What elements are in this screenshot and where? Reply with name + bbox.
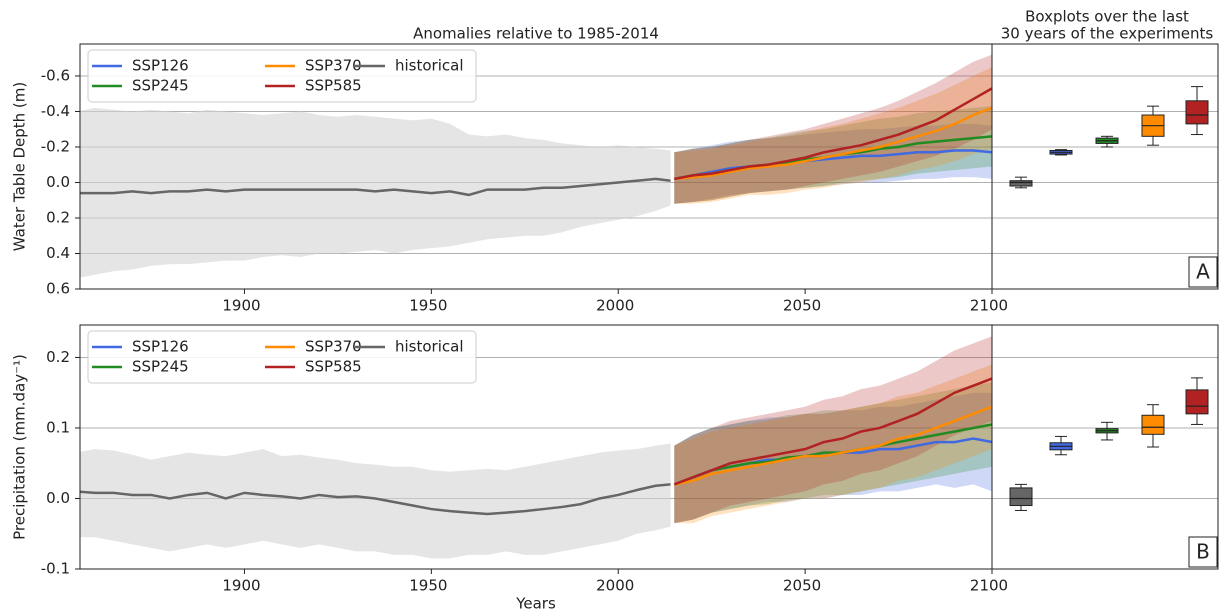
x-tick-label: 2100 <box>970 577 1008 595</box>
y-axis-label: Precipitation (mm.day⁻¹) <box>11 354 29 540</box>
legend-frame <box>87 49 477 103</box>
line <box>674 106 992 181</box>
line <box>674 87 992 181</box>
y-tick-label: 0.0 <box>46 173 70 191</box>
y-tick-label: -0.6 <box>41 66 70 84</box>
chart-title: Anomalies relative to 1985-2014 <box>413 25 659 43</box>
box <box>1185 389 1209 415</box>
x-tick-label: 2000 <box>596 297 634 315</box>
legend: SSP126 SSP245 SSP370 SSP585 historical <box>87 330 477 384</box>
annotation-frame <box>1188 256 1218 288</box>
line <box>80 177 671 197</box>
legend-label: SSP585 <box>305 77 362 95</box>
x-tick-label: 1950 <box>409 577 447 595</box>
box <box>1009 180 1033 187</box>
range-band <box>674 67 992 204</box>
x-tick-label: 1900 <box>222 297 260 315</box>
axes-frame <box>991 324 1219 570</box>
legend: SSP126 SSP245 SSP370 SSP585 historical <box>87 49 477 103</box>
y-tick-label: 0.0 <box>46 489 70 507</box>
x-tick-label: 1900 <box>222 577 260 595</box>
x-tick-label: 2050 <box>783 577 821 595</box>
annotation-frame <box>1188 536 1218 568</box>
panel-annotation: B <box>1196 540 1210 564</box>
legend-label: SSP370 <box>305 338 362 356</box>
y-tick-label: -0.4 <box>41 102 70 120</box>
y-tick-label: -0.2 <box>41 137 70 155</box>
plot-area <box>80 336 992 559</box>
range-band <box>80 107 671 278</box>
y-tick-label: 0.6 <box>46 280 70 298</box>
y-tick-label: 0.1 <box>46 418 70 436</box>
x-axis-label: Years <box>515 595 556 613</box>
x-tick-label: 2100 <box>970 297 1008 315</box>
legend-frame <box>87 330 477 384</box>
box-title: Boxplots over the last <box>1025 8 1189 26</box>
range-band <box>674 392 992 524</box>
line <box>80 483 671 516</box>
legend-label: SSP126 <box>132 338 189 356</box>
y-tick-label: -0.1 <box>41 560 70 578</box>
box <box>1141 414 1165 435</box>
legend-label: historical <box>395 338 464 356</box>
x-tick-label: 2050 <box>783 297 821 315</box>
legend-label: SSP585 <box>305 358 362 376</box>
line <box>673 377 992 486</box>
legend-label: SSP370 <box>305 57 362 75</box>
legend-label: SSP245 <box>132 77 189 95</box>
x-tick-label: 1950 <box>409 297 447 315</box>
plot-area <box>80 54 992 278</box>
range-band <box>80 443 671 559</box>
line <box>673 423 992 486</box>
box-title: 30 years of the experiments <box>1001 25 1214 43</box>
legend-label: historical <box>395 57 464 75</box>
range-band <box>674 364 992 524</box>
panel-annotation: A <box>1196 260 1210 284</box>
box <box>1185 100 1209 125</box>
range-band <box>674 336 992 524</box>
y-tick-label: 0.4 <box>46 244 70 262</box>
legend-label: SSP126 <box>132 57 189 75</box>
line <box>674 405 992 486</box>
legend-label: SSP245 <box>132 358 189 376</box>
line <box>674 149 992 181</box>
x-tick-label: 2000 <box>596 577 634 595</box>
axes-frame <box>991 43 1219 290</box>
box <box>1009 487 1033 507</box>
y-axis-label: Water Table Depth (m) <box>11 82 29 251</box>
y-tick-label: 0.2 <box>46 348 70 366</box>
y-tick-label: 0.2 <box>46 208 70 226</box>
